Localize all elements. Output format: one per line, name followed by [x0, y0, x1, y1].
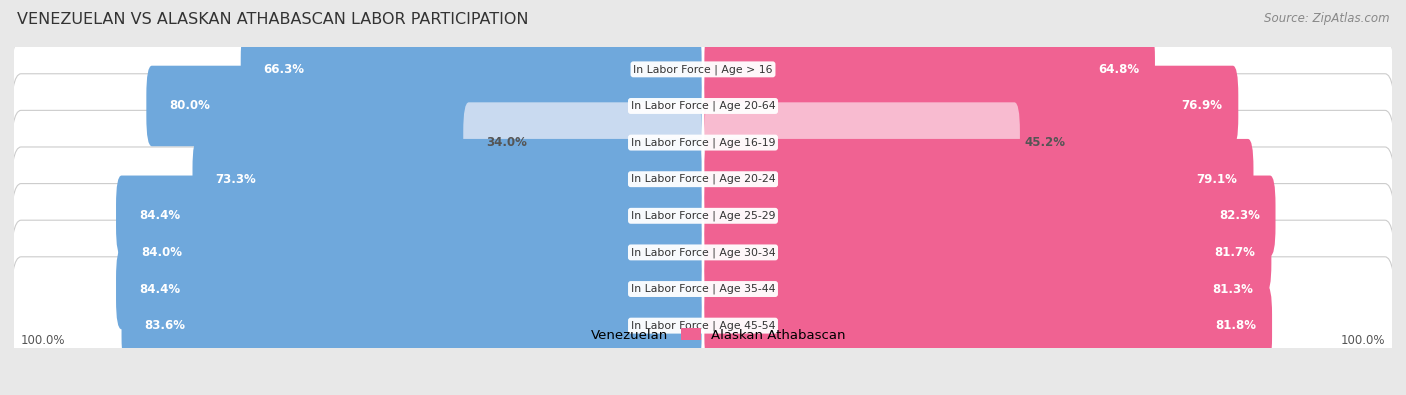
FancyBboxPatch shape [11, 74, 1395, 211]
FancyBboxPatch shape [704, 139, 1254, 220]
FancyBboxPatch shape [704, 102, 1019, 183]
Text: 81.8%: 81.8% [1215, 319, 1256, 332]
FancyBboxPatch shape [240, 29, 702, 110]
Text: 64.8%: 64.8% [1098, 63, 1139, 76]
Text: 84.4%: 84.4% [139, 209, 180, 222]
Text: Source: ZipAtlas.com: Source: ZipAtlas.com [1264, 12, 1389, 25]
FancyBboxPatch shape [11, 184, 1395, 321]
FancyBboxPatch shape [11, 257, 1395, 395]
FancyBboxPatch shape [704, 285, 1272, 366]
Text: 79.1%: 79.1% [1197, 173, 1237, 186]
Text: 73.3%: 73.3% [215, 173, 256, 186]
FancyBboxPatch shape [704, 29, 1154, 110]
FancyBboxPatch shape [704, 175, 1275, 256]
Text: In Labor Force | Age 45-54: In Labor Force | Age 45-54 [631, 320, 775, 331]
Text: 34.0%: 34.0% [486, 136, 527, 149]
Text: 84.0%: 84.0% [142, 246, 183, 259]
FancyBboxPatch shape [11, 147, 1395, 285]
FancyBboxPatch shape [146, 66, 702, 146]
FancyBboxPatch shape [118, 212, 702, 293]
FancyBboxPatch shape [11, 110, 1395, 248]
FancyBboxPatch shape [121, 285, 702, 366]
Text: In Labor Force | Age 20-24: In Labor Force | Age 20-24 [631, 174, 775, 184]
FancyBboxPatch shape [704, 66, 1239, 146]
FancyBboxPatch shape [463, 102, 702, 183]
Text: 81.7%: 81.7% [1215, 246, 1256, 259]
FancyBboxPatch shape [11, 220, 1395, 358]
FancyBboxPatch shape [704, 212, 1271, 293]
Text: 45.2%: 45.2% [1025, 136, 1066, 149]
Text: In Labor Force | Age > 16: In Labor Force | Age > 16 [633, 64, 773, 75]
FancyBboxPatch shape [704, 249, 1268, 329]
Text: 76.9%: 76.9% [1181, 100, 1222, 113]
Text: VENEZUELAN VS ALASKAN ATHABASCAN LABOR PARTICIPATION: VENEZUELAN VS ALASKAN ATHABASCAN LABOR P… [17, 12, 529, 27]
Text: 100.0%: 100.0% [21, 334, 66, 347]
FancyBboxPatch shape [193, 139, 702, 220]
Text: 66.3%: 66.3% [263, 63, 305, 76]
FancyBboxPatch shape [117, 249, 702, 329]
Text: 80.0%: 80.0% [169, 100, 209, 113]
FancyBboxPatch shape [117, 175, 702, 256]
FancyBboxPatch shape [11, 37, 1395, 175]
Text: 82.3%: 82.3% [1219, 209, 1260, 222]
Text: In Labor Force | Age 35-44: In Labor Force | Age 35-44 [631, 284, 775, 294]
Text: In Labor Force | Age 20-64: In Labor Force | Age 20-64 [631, 101, 775, 111]
Text: 81.3%: 81.3% [1212, 282, 1253, 295]
Text: In Labor Force | Age 25-29: In Labor Force | Age 25-29 [631, 211, 775, 221]
Text: 100.0%: 100.0% [1340, 334, 1385, 347]
Text: 84.4%: 84.4% [139, 282, 180, 295]
Text: In Labor Force | Age 30-34: In Labor Force | Age 30-34 [631, 247, 775, 258]
Legend: Venezuelan, Alaskan Athabascan: Venezuelan, Alaskan Athabascan [555, 323, 851, 347]
FancyBboxPatch shape [11, 0, 1395, 138]
Text: In Labor Force | Age 16-19: In Labor Force | Age 16-19 [631, 137, 775, 148]
Text: 83.6%: 83.6% [145, 319, 186, 332]
